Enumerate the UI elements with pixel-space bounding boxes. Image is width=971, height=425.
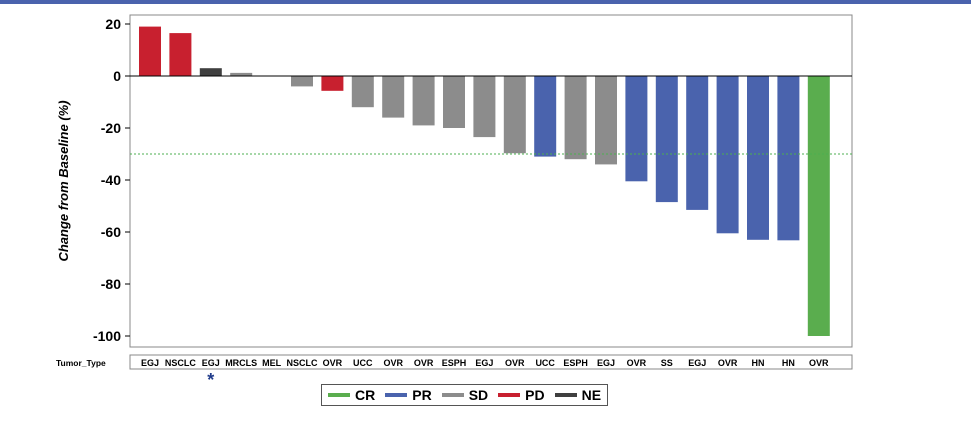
legend-swatch [498, 393, 521, 397]
category-label: UCC [535, 358, 555, 368]
tumor-type-label: Tumor_Type [56, 358, 106, 368]
plot-frame [129, 14, 853, 348]
bar [503, 76, 526, 154]
bar [230, 72, 253, 76]
legend-swatch [328, 393, 350, 397]
bar [807, 76, 830, 336]
legend-label: NE [581, 387, 602, 403]
y-tick-label: -80 [101, 276, 121, 292]
legend-item: NE [554, 387, 602, 403]
legend-swatch [441, 393, 464, 397]
y-tick-label: -20 [101, 120, 121, 136]
legend-item: PD [498, 387, 545, 403]
marker-star: * [207, 370, 214, 380]
category-label: EGJ [597, 358, 615, 368]
legend-label: PR [412, 387, 432, 403]
category-label: MRCLS [225, 358, 257, 368]
bar [473, 76, 496, 138]
legend-item: PR [385, 387, 432, 403]
bar [564, 76, 587, 160]
y-tick-label: -60 [101, 224, 121, 240]
category-label: NSCLC [287, 358, 318, 368]
bar [139, 26, 161, 77]
legend: CR PR SD PD NE [321, 384, 609, 406]
waterfall-chart: 20 0 -20 -40 -60 -80 -100 Change from Baseline… [56, 14, 853, 380]
bars-group [139, 26, 830, 336]
bar [777, 76, 800, 241]
bar [655, 76, 678, 203]
legend-item: CR [328, 387, 375, 403]
category-label: MEL [262, 358, 282, 368]
legend-label: CR [355, 387, 376, 403]
category-label: OVR [718, 358, 738, 368]
bar [747, 76, 769, 240]
top-accent-bar [0, 0, 971, 4]
y-axis-title: Change from Baseline (%) [56, 100, 71, 261]
bar [443, 76, 465, 128]
category-label: HN [782, 358, 795, 368]
bar [199, 68, 222, 76]
category-label: EGJ [202, 358, 220, 368]
y-tick-label: 20 [105, 16, 121, 32]
category-label: OVR [627, 358, 647, 368]
bar [291, 76, 313, 87]
bar [321, 76, 344, 91]
category-label: ESPH [563, 358, 588, 368]
category-label: ESPH [442, 358, 467, 368]
category-label: EGJ [688, 358, 706, 368]
bar [169, 33, 192, 76]
category-label: SS [661, 358, 673, 368]
bar [534, 76, 557, 157]
legend-item: SD [441, 387, 489, 403]
category-label: HN [752, 358, 765, 368]
category-label: EGJ [475, 358, 493, 368]
bar [412, 76, 435, 126]
category-label: OVR [809, 358, 829, 368]
category-label: EGJ [141, 358, 159, 368]
category-labels: EGJ NSCLC EGJ MRCLS MEL NSCLC OVR UCC OVR OVR ESPH… [141, 358, 829, 368]
category-label: OVR [383, 358, 403, 368]
legend-swatch [554, 393, 577, 397]
y-tick-label: -40 [101, 172, 121, 188]
bar [625, 76, 648, 182]
y-tick-label: -100 [93, 328, 121, 344]
bar [716, 76, 739, 234]
y-tick-label: 0 [113, 68, 121, 84]
category-label: UCC [353, 358, 373, 368]
bar [686, 76, 709, 210]
bar [595, 76, 617, 165]
bar [351, 76, 374, 108]
category-label: OVR [414, 358, 434, 368]
category-label: NSCLC [165, 358, 196, 368]
legend-swatch [385, 393, 408, 397]
category-label: OVR [323, 358, 343, 368]
legend-label: SD [468, 387, 489, 403]
bar [382, 76, 405, 118]
legend-label: PD [525, 387, 545, 403]
y-axis: 20 0 -20 -40 -60 -80 -100 [93, 16, 130, 344]
category-axis-frame [129, 354, 853, 370]
category-label: OVR [505, 358, 525, 368]
